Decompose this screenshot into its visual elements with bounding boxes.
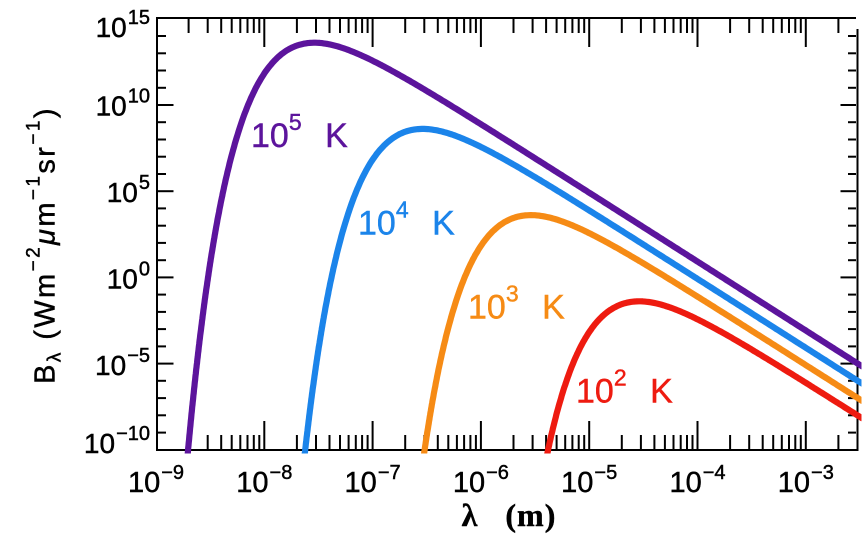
svg-text:105 K: 105 K (251, 109, 348, 155)
svg-text:10−3: 10−3 (778, 462, 834, 499)
svg-text:Bλ (Wm−2μm−1sr−1): Bλ (Wm−2μm−1sr−1) (24, 106, 66, 384)
svg-text:1015: 1015 (96, 7, 150, 43)
svg-text:1010: 1010 (96, 86, 150, 122)
svg-text:104 K: 104 K (358, 197, 455, 243)
svg-text:λ (m): λ (m) (462, 497, 557, 533)
svg-text:105: 105 (107, 172, 150, 208)
svg-text:100: 100 (107, 259, 150, 295)
